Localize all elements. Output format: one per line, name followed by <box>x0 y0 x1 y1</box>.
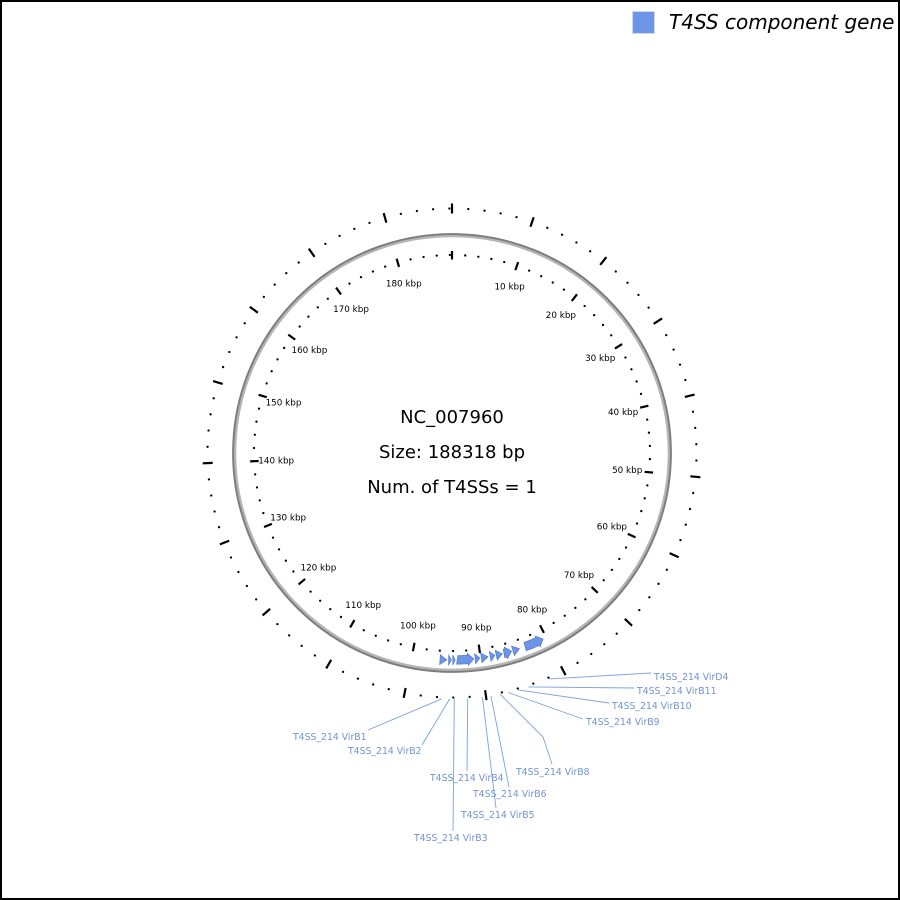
tick-label-90-kbp: 90 kbp <box>461 623 492 633</box>
gene-leader-lines <box>367 672 652 832</box>
gene-arrow-t4ss-214-virb11 <box>511 645 520 657</box>
gene-arrow-t4ss-214-vird4 <box>523 635 544 652</box>
gene-leader-t4ss-214-virb3 <box>452 698 455 832</box>
gene-leader-t4ss-214-virb8 <box>499 693 553 765</box>
gene-label-t4ss-214-virb6: T4SS_214 VirB6 <box>472 789 547 800</box>
sequence-size: Size: 188318 bp <box>378 442 526 463</box>
gene-label-t4ss-214-virb2: T4SS_214 VirB2 <box>347 746 422 757</box>
gene-leader-t4ss-214-virb6 <box>490 695 510 788</box>
tick-label-130-kbp: 130 kbp <box>270 514 306 524</box>
gene-arrow-t4ss-214-virb2 <box>448 653 452 667</box>
gene-leader-t4ss-214-virb5 <box>481 697 497 809</box>
gene-arrow-t4ss-214-virb8 <box>488 650 496 663</box>
sequence-summary: NC_007960 Size: 188318 bp Num. of T4SSs … <box>367 400 537 505</box>
gene-label-t4ss-214-vird4: T4SS_214 VirD4 <box>653 672 728 683</box>
gene-leader-t4ss-214-virb9 <box>508 692 584 720</box>
gene-arrows <box>439 635 544 667</box>
tick-label-50-kbp: 50 kbp <box>612 466 643 476</box>
gene-arrow-t4ss-214-virb5 <box>474 653 481 665</box>
tick-label-100-kbp: 100 kbp <box>400 622 436 632</box>
gene-arrow-t4ss-214-virb9 <box>494 649 503 661</box>
genome-backbone-circle <box>232 233 672 673</box>
outer-tick-ring <box>202 203 701 701</box>
gene-label-t4ss-214-virb3: T4SS_214 VirB3 <box>413 833 488 844</box>
sequence-id: NC_007960 <box>400 407 504 428</box>
tick-label-70-kbp: 70 kbp <box>564 571 595 581</box>
inner-tick-ring <box>250 251 654 654</box>
gene-leader-t4ss-214-virb1 <box>367 698 442 731</box>
t4ss-gene-color-swatch <box>632 10 655 34</box>
gene-leader-t4ss-214-virb10 <box>518 689 610 704</box>
gene-label-t4ss-214-virb1: T4SS_214 VirB1 <box>292 732 367 743</box>
tick-label-60-kbp: 60 kbp <box>597 523 628 533</box>
gene-leader-t4ss-214-virb11 <box>528 686 635 689</box>
tick-label-180-kbp: 180 kbp <box>386 280 422 290</box>
legend: T4SS component gene <box>632 10 894 34</box>
gene-label-t4ss-214-virb11: T4SS_214 VirB11 <box>636 686 717 697</box>
gene-arrow-t4ss-214-virb3 <box>452 654 456 666</box>
gene-label-t4ss-214-virb10: T4SS_214 VirB10 <box>611 701 692 712</box>
tick-label-170-kbp: 170 kbp <box>333 305 369 315</box>
tick-label-160-kbp: 160 kbp <box>291 346 327 356</box>
tick-label-40-kbp: 40 kbp <box>608 408 639 418</box>
gene-leader-t4ss-214-vird4 <box>549 672 652 680</box>
tick-label-80-kbp: 80 kbp <box>517 606 548 616</box>
t4ss-count: Num. of T4SSs = 1 <box>367 477 537 498</box>
gene-arrow-t4ss-214-virb4 <box>456 652 475 667</box>
gene-label-t4ss-214-virb5: T4SS_214 VirB5 <box>460 810 535 821</box>
gene-arrow-t4ss-214-virb10 <box>502 646 513 660</box>
legend-label: T4SS component gene <box>669 10 895 34</box>
gene-leader-t4ss-214-virb2 <box>421 698 450 746</box>
gene-arrow-t4ss-214-virb6 <box>480 652 489 664</box>
tick-label-10-kbp: 10 kbp <box>494 283 525 293</box>
gene-labels: T4SS_214 VirD4 T4SS_214 VirB11 T4SS_214 Vi… <box>292 672 728 844</box>
gene-label-t4ss-214-virb8: T4SS_214 VirB8 <box>515 767 590 778</box>
gene-label-t4ss-214-virb9: T4SS_214 VirB9 <box>585 717 660 728</box>
tick-label-110-kbp: 110 kbp <box>345 601 381 611</box>
tick-label-30-kbp: 30 kbp <box>585 354 616 364</box>
gene-leader-t4ss-214-virb4 <box>466 698 469 772</box>
tick-label-20-kbp: 20 kbp <box>546 311 577 321</box>
tick-label-120-kbp: 120 kbp <box>300 564 336 574</box>
tick-label-140-kbp: 140 kbp <box>258 456 294 466</box>
tick-label-150-kbp: 150 kbp <box>266 398 302 408</box>
gene-label-t4ss-214-virb4: T4SS_214 VirB4 <box>429 773 504 784</box>
kbp-tick-labels: 10 kbp 20 kbp 30 kbp 40 kbp 50 kbp 60 kbp 70 k… <box>258 280 642 634</box>
gene-arrow-t4ss-214-virb1 <box>439 654 448 666</box>
